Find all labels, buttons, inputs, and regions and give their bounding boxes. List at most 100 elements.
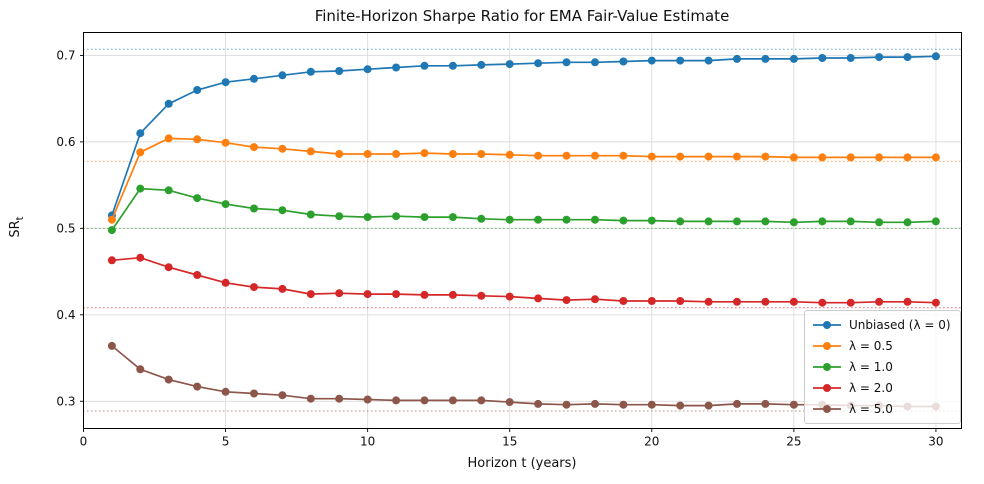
series-marker <box>534 294 543 303</box>
series-marker <box>619 57 628 66</box>
series-marker <box>505 292 514 301</box>
series-marker <box>448 213 457 222</box>
x-tick-label: 0 <box>80 434 88 448</box>
series-line <box>111 345 936 408</box>
series-marker <box>875 153 884 162</box>
series-marker <box>733 54 741 63</box>
series-marker <box>647 216 656 225</box>
series-marker <box>704 217 713 226</box>
series-marker <box>335 289 344 298</box>
series-marker <box>676 401 685 410</box>
series-marker <box>306 67 315 76</box>
legend-marker <box>823 362 831 371</box>
series-marker <box>789 218 798 227</box>
series-marker <box>875 53 884 62</box>
series-marker <box>505 150 514 159</box>
series-marker <box>136 129 145 138</box>
x-tick-label: 10 <box>360 434 375 448</box>
series-marker <box>335 67 344 75</box>
series-marker <box>448 150 457 158</box>
series-marker <box>903 53 912 62</box>
legend-item: Unbiased (λ = 0) <box>812 314 951 335</box>
series-marker <box>278 284 287 293</box>
series-marker <box>278 71 287 80</box>
series-marker <box>818 54 827 62</box>
series-marker <box>789 400 798 409</box>
series-marker <box>789 297 798 306</box>
legend-item-label: λ = 5.0 <box>849 402 893 417</box>
x-axis-label: Horizon t (years) <box>467 456 577 471</box>
series-marker <box>107 341 116 350</box>
series-marker <box>704 56 713 65</box>
legend-marker-sample <box>813 362 841 371</box>
legend-marker-sample <box>813 341 841 350</box>
series-marker <box>250 143 258 152</box>
series-marker <box>250 283 258 292</box>
series-marker <box>448 61 457 70</box>
legend-marker <box>823 341 831 350</box>
series-marker <box>846 217 855 226</box>
series-marker <box>704 152 713 161</box>
series-marker <box>704 401 713 410</box>
series-marker <box>591 58 599 67</box>
legend-marker-sample <box>813 384 841 393</box>
legend-item: λ = 1.0 <box>812 356 951 377</box>
y-tick-label: 0.3 <box>56 394 75 408</box>
series-marker <box>875 297 884 306</box>
series-marker <box>591 295 599 304</box>
axis-ticks <box>80 54 937 432</box>
series-marker <box>562 296 571 305</box>
series-marker <box>931 153 940 162</box>
series-0 <box>107 52 940 220</box>
series-marker <box>534 399 543 408</box>
series-marker <box>136 365 145 374</box>
legend-item: λ = 2.0 <box>812 378 951 399</box>
series-marker <box>733 217 741 226</box>
series-marker <box>903 153 912 162</box>
series-marker <box>562 58 571 67</box>
series-marker <box>619 151 628 160</box>
series-1 <box>107 134 940 224</box>
legend-marker <box>823 384 831 393</box>
series-marker <box>761 399 770 408</box>
series-marker <box>505 215 514 224</box>
series-marker <box>306 147 315 156</box>
series-marker <box>363 150 372 158</box>
series-marker <box>477 291 486 300</box>
series-marker <box>420 149 429 158</box>
series-marker <box>420 61 429 70</box>
legend-item-label: λ = 1.0 <box>849 359 893 374</box>
series-marker <box>647 56 656 65</box>
series-marker <box>221 387 230 396</box>
legend-item: λ = 5.0 <box>812 399 951 420</box>
series-marker <box>818 298 827 307</box>
series-marker <box>846 153 855 162</box>
series-marker <box>733 399 741 408</box>
series-marker <box>647 152 656 161</box>
series-marker <box>221 138 230 147</box>
series-4 <box>107 341 940 411</box>
series-marker <box>221 78 230 87</box>
series-marker <box>534 151 543 160</box>
series-marker <box>448 290 457 299</box>
axis-tick-labels: 0 5 10 15 20 25 30 0.3 0.4 0.5 0.6 0.7 <box>56 48 943 448</box>
series-marker <box>107 226 116 235</box>
series-marker <box>562 151 571 160</box>
series-2 <box>107 184 940 235</box>
legend-item-label: λ = 0.5 <box>849 338 893 353</box>
y-tick-label: 0.5 <box>56 221 75 235</box>
legend: Unbiased (λ = 0) λ = 0.5 λ = 1.0 λ = 2.0 λ =… <box>804 310 961 424</box>
series-marker <box>591 151 599 160</box>
series-marker <box>363 65 372 74</box>
series-marker <box>193 194 202 203</box>
series-marker <box>619 297 628 305</box>
series-marker <box>761 152 770 161</box>
series-marker <box>278 206 287 215</box>
series-marker <box>221 200 230 209</box>
series-marker <box>392 396 401 405</box>
y-tick-label: 0.7 <box>56 48 75 62</box>
series-marker <box>193 271 202 279</box>
series-marker <box>477 150 486 158</box>
legend-marker <box>823 405 831 414</box>
